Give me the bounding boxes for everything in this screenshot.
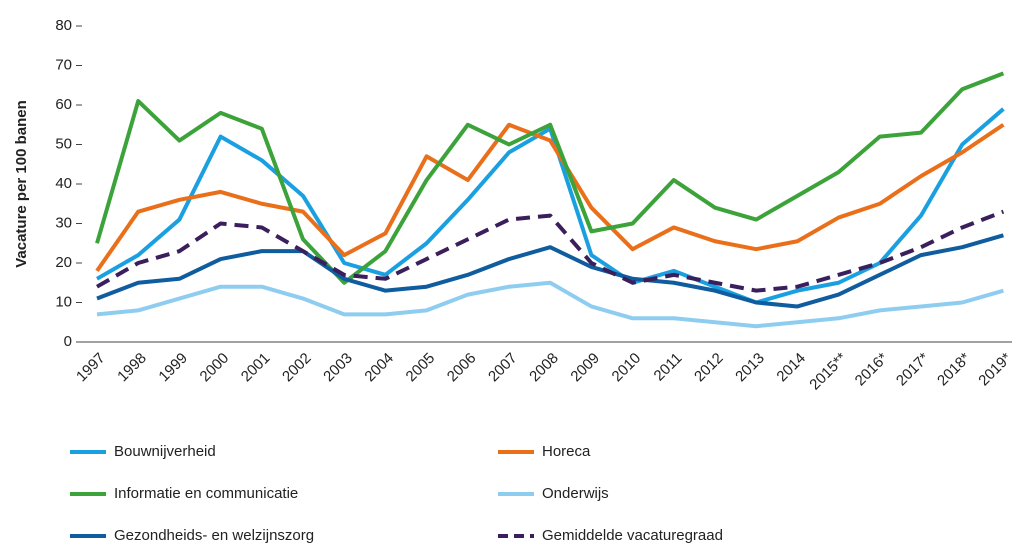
y-tick-label: 50: [55, 135, 72, 152]
x-tick-label: 2005: [403, 350, 439, 386]
series-line: [96, 233, 1004, 309]
x-tick-label: 2016*: [852, 350, 892, 390]
y-tick-label: 60: [55, 96, 72, 113]
y-tick-label: 40: [55, 175, 72, 192]
x-tick-label: 2012: [691, 350, 727, 386]
x-tick-label: 2008: [526, 350, 562, 386]
x-tick-label: 2007: [485, 350, 521, 386]
x-tick-label: 2011: [651, 350, 686, 385]
x-tick-label: 2018*: [934, 350, 974, 390]
x-tick-label: 2003: [320, 350, 356, 386]
x-tick-label: 2019*: [975, 350, 1015, 390]
x-tick-label: 2002: [279, 350, 315, 386]
legend-label: Gezondheids- en welzijnszorg: [114, 527, 314, 544]
x-tick-label: 2006: [444, 350, 480, 386]
legend-label: Gemiddelde vacaturegraad: [542, 527, 723, 544]
x-tick-label: 2001: [238, 350, 274, 386]
x-tick-label: 2013: [732, 350, 768, 386]
legend-label: Bouwnijverheid: [114, 443, 216, 460]
legend-label: Onderwijs: [542, 485, 609, 502]
x-tick-label: 1997: [73, 350, 109, 386]
legend-label: Informatie en communicatie: [114, 485, 298, 502]
y-tick-label: 80: [55, 17, 72, 34]
legend-label: Horeca: [542, 443, 591, 460]
series-line: [95, 71, 1005, 285]
x-tick-label: 2009: [567, 350, 603, 386]
y-tick-label: 0: [64, 333, 72, 350]
x-tick-label: 2000: [197, 350, 233, 386]
y-tick-label: 70: [55, 56, 72, 73]
series-line: [95, 122, 1005, 273]
x-tick-label: 2004: [361, 350, 397, 386]
y-axis-label: Vacature per 100 banen: [13, 100, 30, 268]
x-tick-label: 2015**: [806, 350, 850, 394]
x-tick-label: 2010: [609, 350, 645, 386]
y-tick-label: 20: [55, 254, 72, 271]
series-line: [96, 209, 1005, 293]
x-tick-label: 2014: [773, 350, 809, 386]
series-line: [96, 107, 1005, 305]
x-tick-label: 2017*: [893, 350, 933, 390]
y-tick-label: 10: [55, 293, 72, 310]
y-tick-label: 30: [55, 214, 72, 231]
x-tick-label: 1999: [155, 350, 191, 386]
series-line: [96, 280, 1004, 329]
x-tick-label: 1998: [114, 350, 150, 386]
